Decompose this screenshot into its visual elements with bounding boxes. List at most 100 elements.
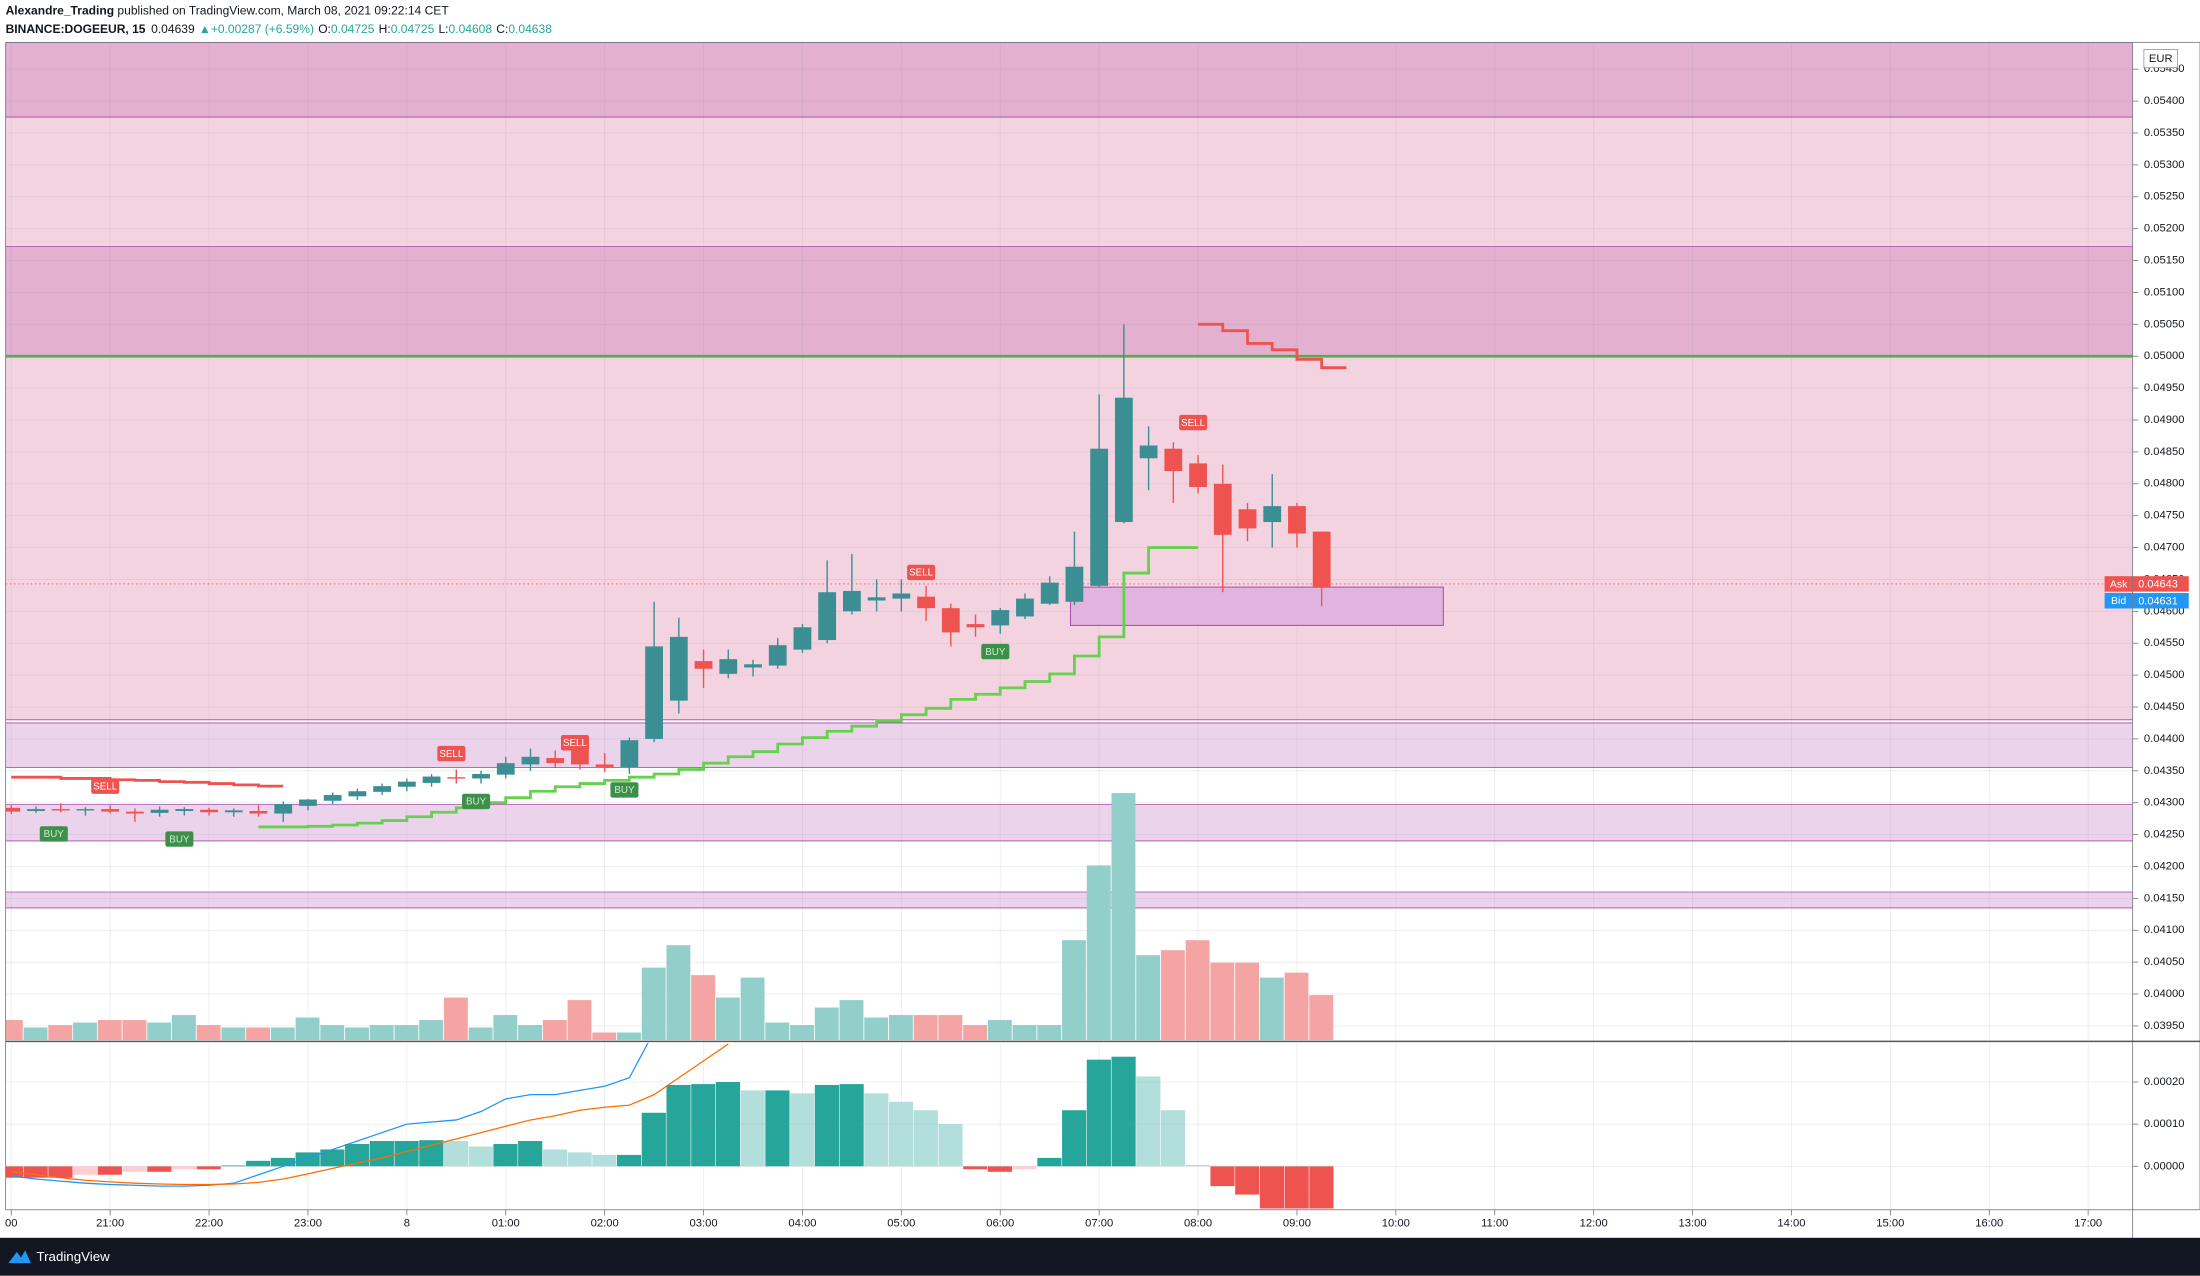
candle-body (101, 809, 120, 812)
volume-bar (765, 1022, 790, 1040)
y-tick-label: 0.00010 (2144, 1118, 2185, 1130)
candle-body (1040, 582, 1059, 604)
y-tick-label: 0.04450 (2144, 701, 2185, 713)
y-tick-label: 0.04300 (2144, 797, 2185, 809)
candle-body (1213, 483, 1232, 535)
macd-bar (196, 1166, 221, 1170)
volume-bar (790, 1025, 814, 1040)
macd-bar (443, 1141, 469, 1167)
volume-bar (1012, 1025, 1037, 1040)
x-tick-label: 16:00 (1975, 1218, 2003, 1230)
y-tick-label: 0.04750 (2144, 510, 2185, 522)
y-tick-label: 0.04900 (2144, 414, 2185, 426)
candle-body (249, 810, 268, 814)
volume-bar (1210, 962, 1235, 1040)
y-tick-label: 0.05100 (2144, 286, 2185, 298)
candle-body (373, 786, 392, 792)
footer-brand: TradingView (36, 1249, 110, 1264)
macd-bar (1160, 1110, 1186, 1167)
volume-bar (987, 1020, 1012, 1040)
volume-bar (48, 1025, 73, 1040)
ask-label: Ask (2110, 578, 2128, 590)
x-tick-label: 07:00 (1085, 1218, 1113, 1230)
macd-bar (171, 1166, 197, 1170)
box (1069, 586, 1444, 626)
bid-label: Bid (2111, 595, 2126, 607)
signal-tag (610, 782, 639, 798)
x-tick-label: 09:00 (1283, 1218, 1311, 1230)
macd-bar (1086, 1059, 1111, 1167)
candle-body (1312, 531, 1331, 588)
macd-bar (691, 1084, 716, 1167)
volume-bar (1136, 955, 1161, 1040)
y-tick-label: 0.04950 (2144, 382, 2185, 394)
candle-body (645, 646, 664, 739)
volume-bar (295, 1017, 320, 1040)
y-tick-label: 0.04150 (2144, 892, 2185, 904)
candle-body (472, 773, 490, 779)
candle-body (867, 597, 886, 601)
signal-label: SELL (93, 781, 118, 792)
y-tick-label: 0.04700 (2144, 542, 2185, 554)
y-tick-label: 0.05000 (2144, 350, 2185, 362)
volume-bar (592, 1032, 617, 1040)
macd-bar (864, 1093, 889, 1167)
zone (5, 891, 2133, 908)
y-tick-label: 0.04850 (2144, 446, 2185, 458)
signal-label: BUY (614, 785, 635, 796)
x-tick-label: 11:00 (1481, 1218, 1508, 1230)
y-tick-label: 0.04050 (2144, 956, 2185, 968)
author: Alexandre_Trading (6, 4, 114, 18)
macd-bar (147, 1166, 172, 1172)
candle-body (1139, 445, 1158, 459)
candle-body (768, 645, 787, 666)
candle-body (447, 777, 466, 779)
candle-body (966, 624, 985, 628)
macd-bar (468, 1146, 493, 1167)
volume-bar (1062, 940, 1086, 1040)
volume-bar (617, 1032, 641, 1040)
x-tick-label: 05:00 (887, 1218, 915, 1230)
ask-tag (2104, 576, 2133, 592)
y-tick-label: 0.05200 (2144, 223, 2185, 235)
volume-bar (518, 1025, 542, 1040)
macd-bar (23, 1166, 48, 1178)
bid-value-box (2132, 593, 2189, 609)
macd-bar (938, 1124, 963, 1167)
macd-bar (246, 1160, 271, 1167)
volume-bar (5, 1020, 23, 1040)
y-tick-label: 0.00000 (2144, 1160, 2185, 1172)
x-tick-label: 08:00 (1184, 1218, 1212, 1230)
candle-body (125, 811, 144, 814)
volume-bar (23, 1027, 48, 1040)
macd-bar (715, 1081, 741, 1167)
y-tick-label: 0.05150 (2144, 255, 2185, 267)
macd-bar (1235, 1166, 1260, 1195)
macd-bar (345, 1143, 370, 1167)
macd-pane (5, 1042, 2133, 1210)
high: 0.04725 (391, 22, 435, 36)
macd-bar (270, 1157, 296, 1167)
macd-bar (122, 1166, 147, 1172)
candle-body (51, 809, 70, 811)
macd-bar (369, 1141, 394, 1167)
zone (5, 804, 2133, 841)
y-tick-label: 0.00020 (2144, 1076, 2185, 1088)
y-tick-label: 0.04250 (2144, 829, 2185, 841)
volume-bar (938, 1015, 963, 1040)
volume-bar (839, 1000, 864, 1040)
macd-bar (1136, 1076, 1161, 1167)
candle-body (200, 809, 218, 813)
x-tick-label: 02:00 (591, 1218, 619, 1230)
volume-bar (394, 1025, 419, 1040)
volume-bar (913, 1015, 938, 1040)
volume-bar (171, 1015, 196, 1040)
published: published on TradingView.com, March 08, … (114, 4, 449, 18)
candle-body (892, 593, 911, 599)
volume-bar (666, 945, 691, 1040)
volume-bar (443, 997, 468, 1040)
y-tick-label: 0.05400 (2144, 95, 2185, 107)
macd-bar (48, 1166, 73, 1178)
volume-bar (888, 1015, 913, 1040)
macd-bar (567, 1152, 592, 1167)
